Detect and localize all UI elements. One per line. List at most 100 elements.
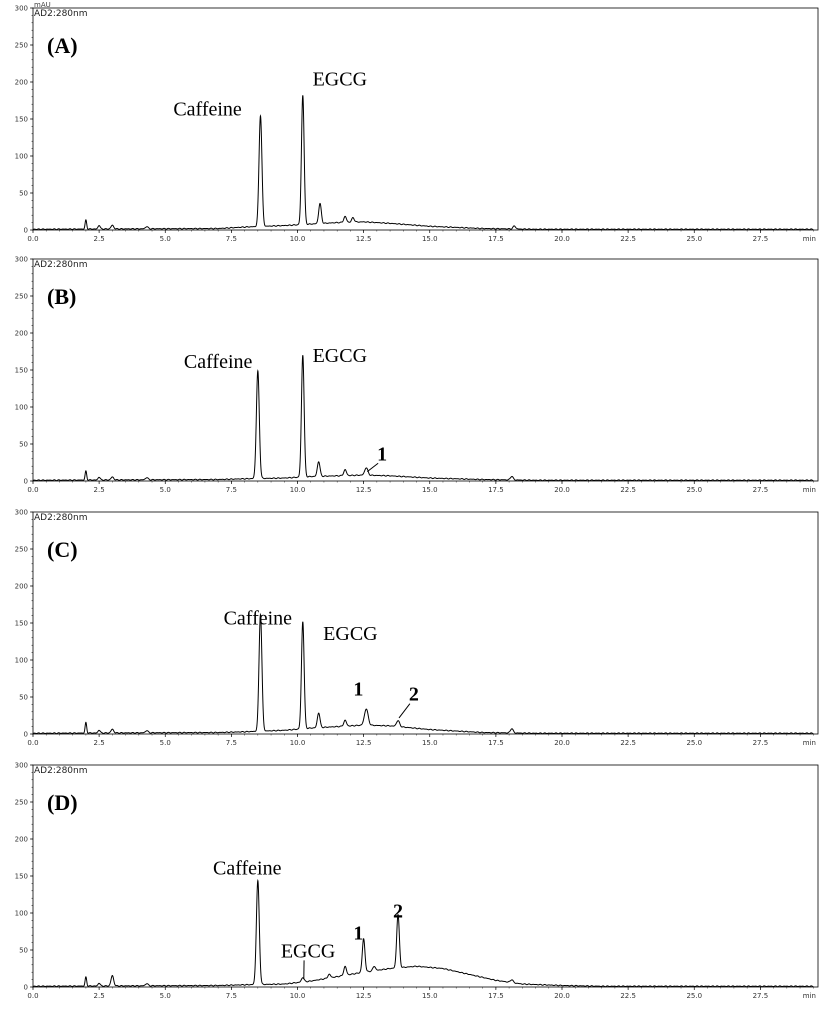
x-tick-label: 15.0 bbox=[422, 486, 438, 494]
y-tick-label: 100 bbox=[15, 657, 28, 665]
x-tick-label: 27.5 bbox=[753, 486, 769, 494]
x-tick-label: 10.0 bbox=[290, 486, 306, 494]
x-tick-label: 12.5 bbox=[356, 739, 372, 747]
panel-d: 0 50 100 150 200 250 300 0.0 2.5 5.0 7.5 10.0 12.5 15… bbox=[15, 762, 818, 1001]
peak-name-label: EGCG bbox=[313, 345, 367, 367]
peak-name-label: EGCG bbox=[323, 623, 377, 645]
peak-name-label: Caffeine bbox=[224, 607, 293, 629]
x-tick-label: 7.5 bbox=[226, 235, 237, 243]
chromatogram-trace bbox=[33, 881, 813, 987]
plot-frame bbox=[33, 512, 818, 734]
x-tick-label: 0.0 bbox=[27, 739, 38, 747]
y-tick-label: 200 bbox=[15, 583, 28, 591]
y-tick-label: 300 bbox=[15, 762, 28, 770]
y-tick-label: 150 bbox=[15, 620, 28, 628]
x-tick-label: 27.5 bbox=[753, 235, 769, 243]
peak-number-label: 1 bbox=[353, 679, 363, 701]
y-axis-unit: mAU bbox=[34, 1, 51, 9]
x-tick-label: 12.5 bbox=[356, 235, 372, 243]
peak-number-label: 1 bbox=[377, 443, 387, 465]
chromatogram-trace bbox=[33, 615, 813, 734]
y-tick-label: 300 bbox=[15, 5, 28, 13]
y-tick-label: 0 bbox=[24, 984, 28, 992]
y-tick-label: 50 bbox=[19, 947, 28, 955]
x-tick-label: 5.0 bbox=[160, 486, 171, 494]
x-tick-label: 15.0 bbox=[422, 992, 438, 1000]
plot-frame bbox=[33, 765, 818, 987]
chromatogram-trace bbox=[33, 355, 813, 481]
y-tick-label: 150 bbox=[15, 873, 28, 881]
peak-number-label: 2 bbox=[409, 684, 419, 706]
channel-label: AD2:280nm bbox=[34, 766, 88, 776]
y-tick-label: 200 bbox=[15, 836, 28, 844]
x-tick-label: 7.5 bbox=[226, 739, 237, 747]
x-tick-label: 2.5 bbox=[94, 739, 105, 747]
channel-label: AD2:280nm bbox=[34, 513, 88, 523]
x-tick-label: 22.5 bbox=[620, 739, 636, 747]
y-tick-label: 0 bbox=[24, 227, 28, 235]
panel-label: (D) bbox=[47, 790, 78, 815]
annotation-leader bbox=[367, 463, 378, 471]
y-tick-label: 0 bbox=[24, 731, 28, 739]
x-tick-label: 17.5 bbox=[488, 486, 504, 494]
x-tick-label: 22.5 bbox=[620, 992, 636, 1000]
x-tick-label: 10.0 bbox=[290, 992, 306, 1000]
y-tick-label: 100 bbox=[15, 404, 28, 412]
peak-number-label: 2 bbox=[393, 900, 403, 922]
x-axis-unit: min bbox=[803, 235, 816, 243]
x-tick-label: 2.5 bbox=[94, 992, 105, 1000]
x-tick-label: 22.5 bbox=[620, 235, 636, 243]
x-tick-label: 20.0 bbox=[554, 235, 570, 243]
y-tick-label: 250 bbox=[15, 42, 28, 50]
y-tick-label: 150 bbox=[15, 367, 28, 375]
peak-name-label: EGCG bbox=[313, 69, 367, 91]
plot-frame bbox=[33, 259, 818, 481]
x-tick-label: 7.5 bbox=[226, 486, 237, 494]
y-tick-label: 200 bbox=[15, 330, 28, 338]
x-tick-label: 15.0 bbox=[422, 235, 438, 243]
x-tick-label: 2.5 bbox=[94, 235, 105, 243]
annotation-leader bbox=[399, 704, 410, 718]
peak-name-label: Caffeine bbox=[184, 351, 253, 373]
x-tick-label: 17.5 bbox=[488, 992, 504, 1000]
x-tick-label: 5.0 bbox=[160, 992, 171, 1000]
channel-label: AD2:280nm bbox=[34, 9, 88, 19]
y-tick-label: 300 bbox=[15, 256, 28, 264]
x-tick-label: 25.0 bbox=[686, 235, 702, 243]
x-tick-label: 12.5 bbox=[356, 992, 372, 1000]
y-tick-label: 250 bbox=[15, 293, 28, 301]
y-tick-label: 150 bbox=[15, 116, 28, 124]
x-tick-label: 0.0 bbox=[27, 486, 38, 494]
x-tick-label: 27.5 bbox=[753, 992, 769, 1000]
x-axis-unit: min bbox=[803, 992, 816, 1000]
x-tick-label: 20.0 bbox=[554, 739, 570, 747]
y-tick-label: 100 bbox=[15, 910, 28, 918]
peak-number-label: 1 bbox=[353, 923, 363, 945]
y-tick-label: 0 bbox=[24, 478, 28, 486]
x-tick-label: 27.5 bbox=[753, 739, 769, 747]
x-tick-label: 15.0 bbox=[422, 739, 438, 747]
x-tick-label: 25.0 bbox=[686, 486, 702, 494]
y-tick-label: 300 bbox=[15, 509, 28, 517]
y-tick-label: 250 bbox=[15, 799, 28, 807]
x-tick-label: 10.0 bbox=[290, 739, 306, 747]
y-tick-label: 100 bbox=[15, 153, 28, 161]
x-tick-label: 0.0 bbox=[27, 992, 38, 1000]
x-tick-label: 5.0 bbox=[160, 235, 171, 243]
x-tick-label: 10.0 bbox=[290, 235, 306, 243]
peak-name-label: EGCG bbox=[281, 940, 335, 962]
peak-name-label: Caffeine bbox=[213, 858, 282, 880]
x-tick-label: 7.5 bbox=[226, 992, 237, 1000]
x-axis-unit: min bbox=[803, 739, 816, 747]
panel-label: (A) bbox=[47, 33, 78, 58]
plot-frame bbox=[33, 8, 818, 230]
x-tick-label: 0.0 bbox=[27, 235, 38, 243]
x-tick-label: 20.0 bbox=[554, 992, 570, 1000]
y-tick-label: 200 bbox=[15, 79, 28, 87]
x-tick-label: 22.5 bbox=[620, 486, 636, 494]
